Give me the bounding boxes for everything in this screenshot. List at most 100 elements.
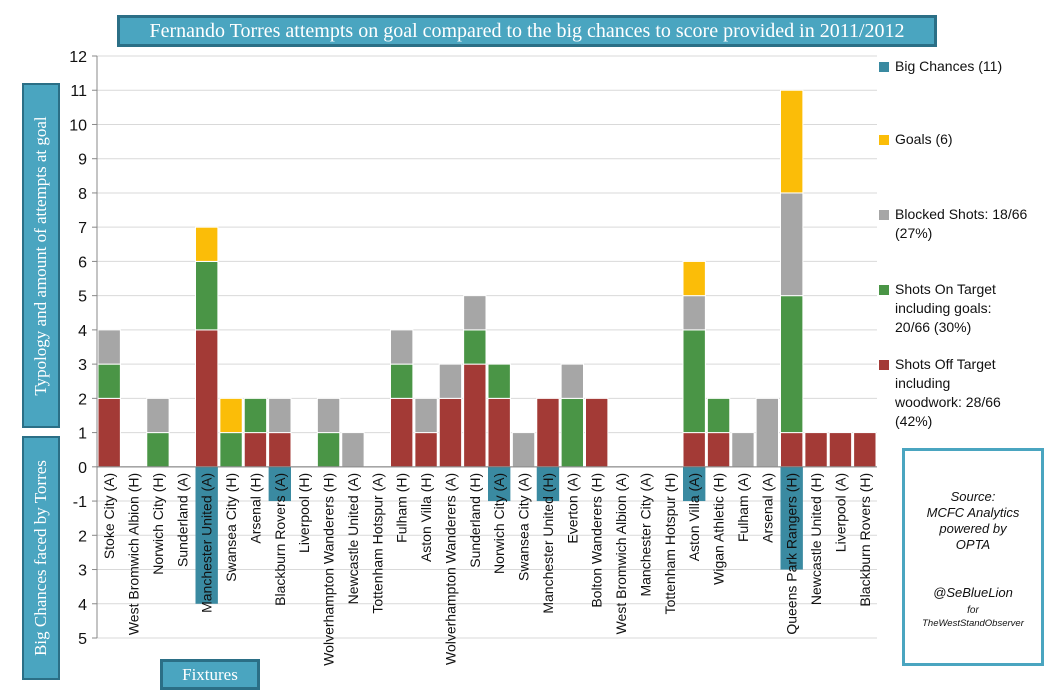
- bar-on-target: [316, 432, 341, 468]
- bar-off-target: [585, 397, 609, 468]
- y-tick-label: 9: [78, 152, 87, 169]
- bar-blocked: [97, 329, 121, 365]
- bar-blocked: [341, 432, 365, 468]
- y-tick-label: 2: [78, 391, 87, 408]
- y-tick-label: 12: [69, 49, 87, 66]
- y-tick-label: 2: [78, 528, 87, 545]
- bar-off-target: [780, 432, 804, 468]
- y-axis-label-big-chances: Big Chances faced by Torres: [22, 436, 60, 680]
- bar-on-target: [682, 329, 706, 434]
- bar-on-target: [97, 363, 121, 399]
- bar-goals: [219, 397, 243, 434]
- x-tick-label: Swansea City (A): [516, 473, 532, 581]
- x-tick-label: Fulham (H): [394, 473, 410, 543]
- bar-off-target: [828, 432, 853, 468]
- y-tick-label: 5: [78, 631, 87, 648]
- bar-blocked: [414, 397, 438, 434]
- bars: [97, 89, 877, 604]
- bar-off-target: [268, 432, 292, 468]
- bar-off-target: [243, 432, 268, 468]
- x-tick-label: Blackburn Rovers (A): [272, 473, 288, 606]
- bar-off-target: [438, 397, 463, 468]
- bar-on-target: [219, 432, 243, 468]
- x-tick-label: Wigan Athletic (H): [711, 473, 727, 585]
- y-tick-label: -1: [73, 494, 87, 511]
- source-line: OPTA: [955, 537, 991, 552]
- legend-label: Big Chances (11): [895, 58, 1003, 74]
- bar-blocked: [780, 192, 804, 297]
- bar-goals: [682, 260, 706, 297]
- bar-blocked: [731, 432, 755, 468]
- y-tick-label: 8: [78, 186, 87, 203]
- chart-title: Fernando Torres attempts on goal compare…: [117, 15, 937, 47]
- bar-on-target: [390, 363, 414, 399]
- bar-big-chance: [683, 466, 706, 502]
- y-tick-label: 0: [78, 460, 87, 477]
- source-handle: @SeBlueLion: [933, 585, 1013, 600]
- x-tick-label: Tottenham Hotspur (A): [369, 473, 385, 614]
- y-axis-label-attempts: Typology and amount of attempts at goal: [22, 83, 60, 428]
- legend-label: Shots On Target including goals: 20/66 (…: [895, 281, 996, 335]
- source-line: powered by: [939, 521, 1007, 536]
- legend-swatch: [879, 360, 889, 370]
- x-tick-label: Stoke City (A): [101, 473, 117, 559]
- legend-label: Blocked Shots: 18/66 (27%): [895, 206, 1028, 241]
- x-tick-label: Newcastle United (H): [808, 473, 824, 605]
- y-tick-label: 3: [78, 563, 87, 580]
- bar-off-target: [97, 397, 121, 468]
- y-tick-label: 11: [70, 83, 87, 100]
- x-tick-label: Liverpool (A): [832, 473, 848, 552]
- bar-blocked: [146, 397, 170, 434]
- bar-off-target: [804, 432, 828, 468]
- bar-big-chance: [268, 466, 291, 502]
- x-tick-label: Arsenal (H): [247, 473, 263, 544]
- bar-big-chance: [488, 466, 511, 502]
- bar-blocked: [268, 397, 292, 434]
- y-tick-label: 1: [78, 426, 87, 443]
- legend-label: Goals (6): [895, 131, 953, 147]
- bar-off-target: [706, 432, 731, 468]
- bar-off-target: [463, 363, 487, 468]
- x-tick-label: Fulham (A): [735, 473, 751, 542]
- legend-label: Shots Off Target including woodwork: 28/…: [895, 356, 1001, 429]
- bar-big-chance: [536, 466, 560, 502]
- legend-swatch: [879, 210, 889, 220]
- bar-on-target: [146, 432, 170, 468]
- x-tick-label: West Bromwich Albion (H): [126, 473, 142, 635]
- y-tick-label: 4: [78, 323, 87, 340]
- bar-on-target: [243, 397, 268, 434]
- source-for: for: [967, 605, 979, 616]
- x-tick-label: Manchester United (A): [199, 473, 215, 613]
- x-tick-label: Arsenal (A): [759, 473, 775, 543]
- x-tick-label: West Bromwich Albion (A): [613, 473, 629, 635]
- bar-on-target: [780, 295, 804, 434]
- bar-blocked: [755, 397, 779, 468]
- source-line: MCFC Analytics: [926, 505, 1020, 520]
- bar-blocked: [438, 363, 463, 399]
- x-tick-label: Swansea City (H): [223, 473, 239, 582]
- bar-on-target: [463, 329, 487, 365]
- legend-swatch: [879, 285, 889, 295]
- bar-goals: [780, 89, 804, 194]
- source-box: Source: MCFC Analytics powered by OPTA @…: [902, 448, 1044, 666]
- bar-off-target: [853, 432, 877, 468]
- x-tick-label: Sunderland (H): [467, 473, 483, 568]
- bar-blocked: [682, 295, 706, 331]
- y-tick-label: 6: [78, 254, 87, 271]
- bar-off-target: [536, 397, 560, 468]
- x-tick-label: Norwich City (A): [491, 473, 507, 574]
- x-tick-label: Liverpool (H): [296, 473, 312, 553]
- x-tick-labels: Stoke City (A) West Bromwich Albion (H) No…: [101, 473, 873, 666]
- x-tick-label: Norwich City (H): [150, 473, 166, 575]
- bar-blocked: [560, 363, 584, 399]
- y-axis-label-attempts-text: Typology and amount of attempts at goal: [31, 115, 50, 396]
- x-tick-label: Everton (A): [564, 473, 580, 544]
- bar-big-chance: [195, 466, 218, 604]
- bar-off-target: [487, 397, 511, 468]
- x-tick-label: Tottenham Hotspur (H): [662, 473, 678, 615]
- bar-off-target: [195, 329, 219, 468]
- x-tick-label: Newcastle United (A): [345, 473, 361, 604]
- x-tick-label: Manchester United (H): [540, 473, 556, 614]
- bar-off-target: [390, 397, 414, 468]
